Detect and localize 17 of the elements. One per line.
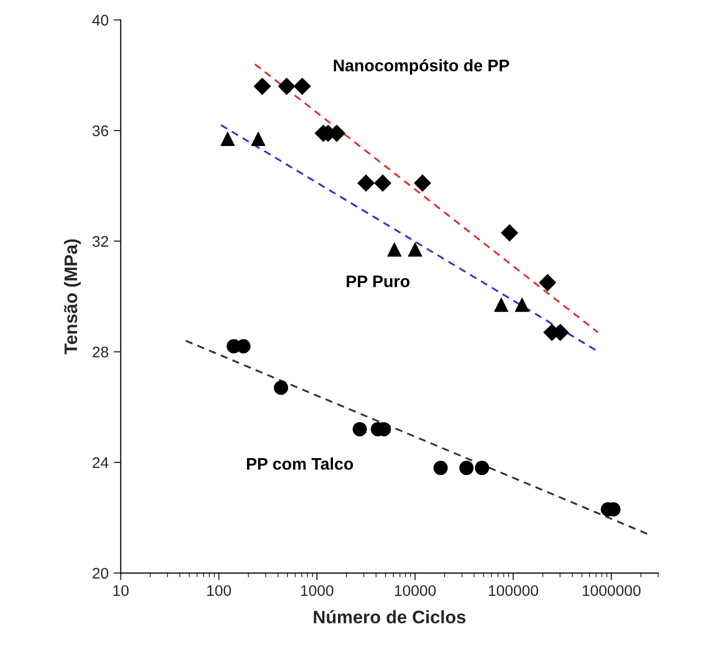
- series-label: PP com Talco: [246, 458, 353, 470]
- x-axis-title: Número de Ciclos: [314, 610, 466, 624]
- y-tick-label: 32: [92, 236, 108, 247]
- x-tick-label: 1000: [301, 585, 334, 596]
- series-label: PP Puro: [346, 276, 410, 288]
- x-tick-label: 1000000: [582, 585, 640, 596]
- y-tick-label: 40: [92, 14, 108, 26]
- y-tick-label: 36: [92, 125, 108, 136]
- y-axis-title: Tensão (MPa): [64, 239, 81, 354]
- x-tick-label: 10: [113, 585, 129, 596]
- y-tick-label: 24: [92, 457, 108, 468]
- x-tick-label: 100000: [488, 585, 538, 596]
- series-label: Nanocompósito de PP: [334, 59, 510, 75]
- y-tick-label: 28: [92, 346, 108, 358]
- y-tick-label: 20: [92, 568, 108, 579]
- x-tick-label: 100: [207, 585, 231, 596]
- x-tick-label: 10000: [395, 585, 436, 596]
